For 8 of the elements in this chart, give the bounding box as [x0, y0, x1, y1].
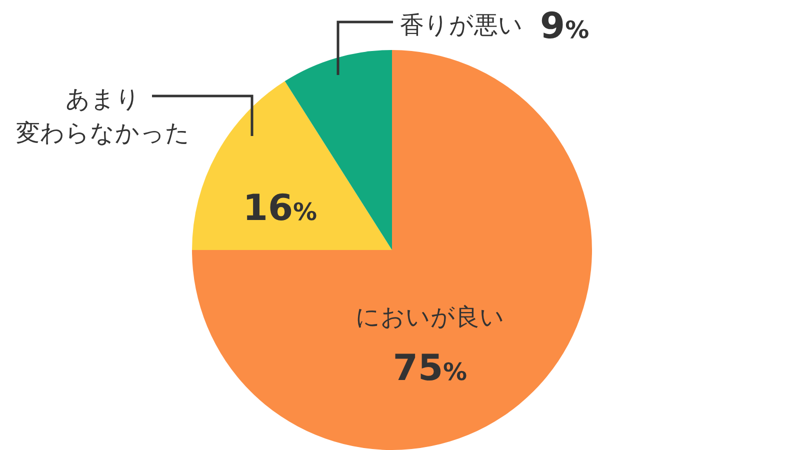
pie-slice: [192, 81, 392, 250]
slice-label: 香りが悪い: [400, 10, 523, 41]
data-label: 9%: [540, 6, 590, 47]
data-label: 16%: [242, 188, 318, 229]
slice-label: においが良い: [356, 302, 504, 333]
data-label: 75%: [392, 348, 468, 389]
slice-label: あまり変わらなかった: [16, 84, 190, 149]
pie-slice: [192, 50, 592, 450]
